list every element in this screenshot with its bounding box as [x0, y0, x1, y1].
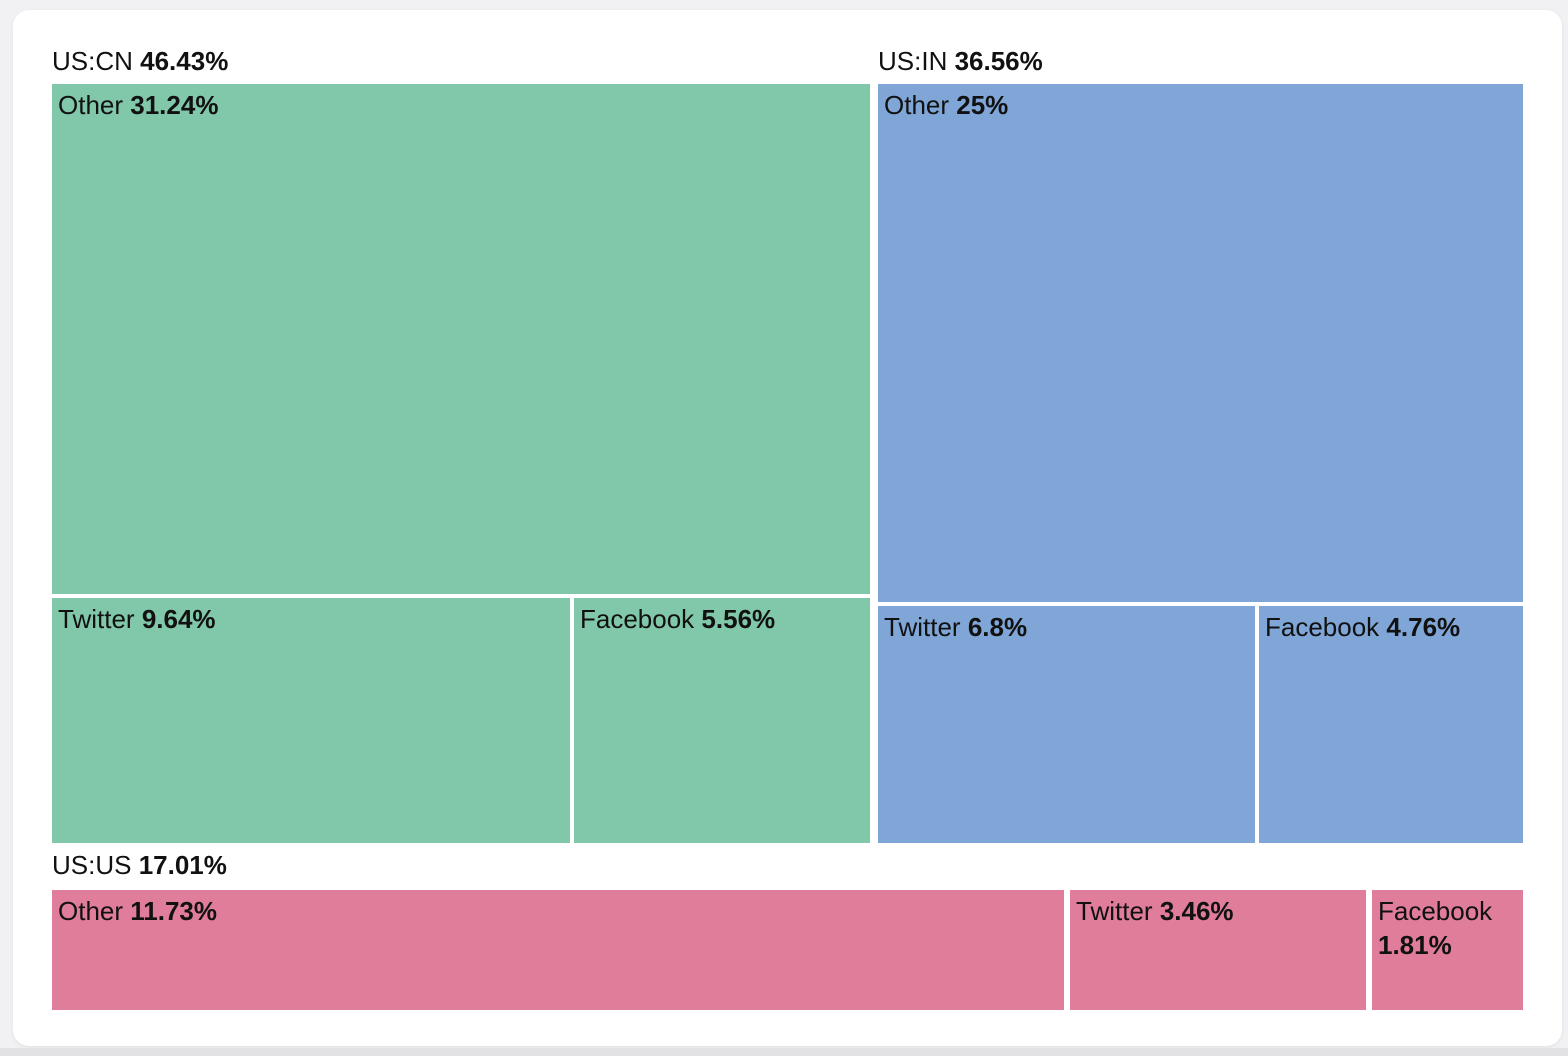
cell-name: Other: [58, 896, 124, 926]
cell-label: Other 11.73%: [58, 896, 217, 926]
cell-percent: 3.46%: [1159, 896, 1234, 926]
cell-percent: 11.73%: [130, 896, 218, 926]
group-header-us-in: US:IN 36.56%: [878, 46, 1043, 76]
group-percent: 46.43%: [140, 46, 229, 76]
cell-name: Twitter: [58, 604, 135, 634]
treemap-cell-us-cn-other[interactable]: Other 31.24%: [52, 84, 870, 594]
cell-label: Other 25%: [884, 90, 1008, 120]
group-label: US:CN: [52, 46, 133, 76]
cell-label: Facebook 4.76%: [1265, 612, 1460, 642]
treemap-cell-us-us-twitter[interactable]: Twitter 3.46%: [1070, 890, 1366, 1010]
cell-label: Twitter 3.46%: [1076, 896, 1234, 926]
group-header-us-cn: US:CN 46.43%: [52, 46, 228, 76]
group-percent: 36.56%: [954, 46, 1043, 76]
cell-label: Facebook 5.56%: [580, 604, 775, 634]
group-header-us-us: US:US 17.01%: [52, 850, 227, 880]
cell-name: Twitter: [1076, 896, 1153, 926]
treemap-cell-us-in-facebook[interactable]: Facebook 4.76%: [1259, 606, 1523, 843]
treemap-cell-us-in-other[interactable]: Other 25%: [878, 84, 1523, 602]
cell-percent: 6.8%: [967, 612, 1028, 642]
cell-name: Other: [58, 90, 124, 120]
group-label: US:US: [52, 850, 132, 880]
cell-label: Facebook 1.81%: [1378, 896, 1492, 960]
cell-percent: 5.56%: [701, 604, 776, 634]
cell-percent: 4.76%: [1386, 612, 1461, 642]
cell-percent: 25%: [956, 90, 1009, 120]
treemap-cell-us-cn-twitter[interactable]: Twitter 9.64%: [52, 598, 570, 843]
treemap-cell-us-cn-facebook[interactable]: Facebook 5.56%: [574, 598, 870, 843]
cell-name: Twitter: [884, 612, 961, 642]
cell-name: Facebook: [580, 604, 695, 634]
cell-percent: 9.64%: [141, 604, 216, 634]
cell-label: Twitter 6.8%: [884, 612, 1027, 642]
cell-name: Other: [884, 90, 950, 120]
treemap-card: US:CN 46.43% Other 31.24% Twitter 9.64% …: [13, 10, 1562, 1046]
treemap-cell-us-us-facebook[interactable]: Facebook 1.81%: [1372, 890, 1523, 1010]
group-percent: 17.01%: [138, 850, 227, 880]
treemap-cell-us-us-other[interactable]: Other 11.73%: [52, 890, 1064, 1010]
cell-percent: 31.24%: [130, 90, 219, 120]
bottom-divider-strip: [0, 1048, 1568, 1056]
group-label: US:IN: [878, 46, 948, 76]
cell-label: Other 31.24%: [58, 90, 218, 120]
cell-name: Facebook: [1378, 896, 1493, 926]
treemap-cell-us-in-twitter[interactable]: Twitter 6.8%: [878, 606, 1255, 843]
cell-name: Facebook: [1265, 612, 1380, 642]
cell-label: Twitter 9.64%: [58, 604, 216, 634]
cell-percent: 1.81%: [1378, 930, 1452, 960]
